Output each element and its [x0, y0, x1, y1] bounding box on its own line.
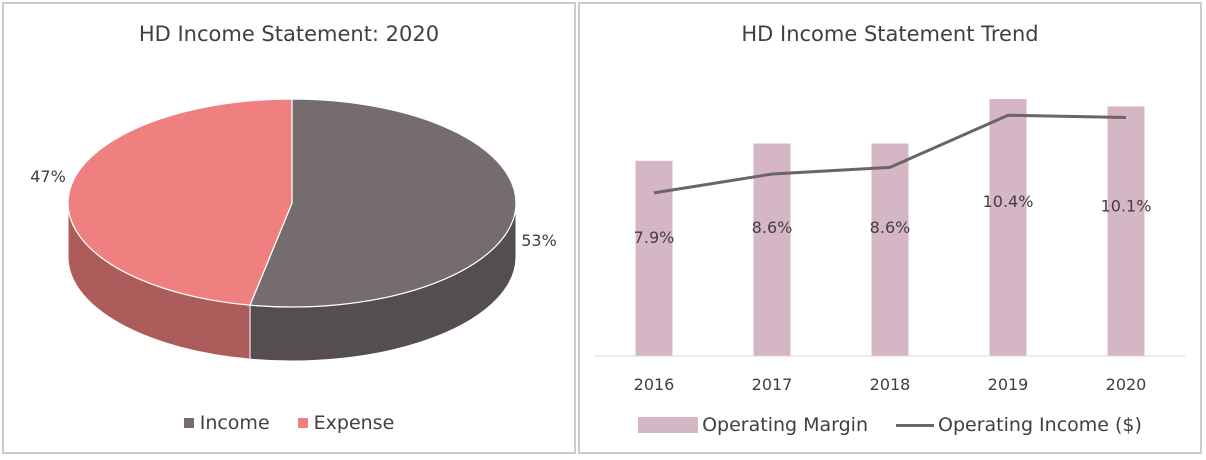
trend-chart-title: HD Income Statement Trend	[741, 22, 1039, 46]
legend-item-operating-income: Operating Income ($)	[896, 414, 1142, 436]
line-operating-income	[653, 113, 1127, 195]
legend-item-expense: Expense	[297, 412, 395, 434]
legend-label-operating-income: Operating Income ($)	[938, 414, 1142, 436]
pie-legend: Income Expense	[4, 412, 574, 434]
pie-data-label-income: 53%	[521, 231, 557, 250]
x-tick-label-2017: 2017	[752, 375, 793, 394]
pie-slice-income	[249, 98, 517, 308]
legend-label-operating-margin: Operating Margin	[702, 414, 869, 436]
legend-swatch-operating-margin	[638, 417, 699, 433]
bar-operating-margin-2020	[1107, 106, 1145, 357]
trend-chart-panel: HD Income Statement Trend 7.9% 2016 8.6% 20…	[578, 2, 1202, 454]
bar-data-label-2016: 7.9%	[634, 228, 675, 247]
bar-operating-margin-2016	[635, 160, 673, 356]
bar-data-label-2018: 8.6%	[870, 218, 911, 237]
pie-chart-panel: HD Income Statement: 2020 53% 47% Income …	[2, 2, 576, 454]
bar-data-label-2019: 10.4%	[983, 192, 1034, 211]
x-tick-label-2016: 2016	[634, 375, 675, 394]
bar-data-label-2017: 8.6%	[752, 218, 793, 237]
pie-data-label-expense: 47%	[30, 167, 66, 186]
pie-slice-expense	[67, 98, 293, 306]
trend-chart: 7.9% 2016 8.6% 2017 8.6% 2018 10.4% 2019 10.1% 20…	[595, 99, 1185, 394]
legend-label-expense: Expense	[313, 412, 395, 434]
x-tick-label-2019: 2019	[988, 375, 1029, 394]
bar-operating-margin-2019	[989, 99, 1027, 356]
pie-chart: 53% 47%	[30, 98, 557, 362]
trend-legend: Operating Margin Operating Income ($)	[580, 414, 1200, 436]
legend-item-operating-margin: Operating Margin	[638, 414, 868, 436]
bar-operating-margin-2017	[753, 143, 791, 356]
legend-item-income: Income	[183, 412, 270, 434]
legend-swatch-income	[183, 418, 194, 428]
pie-chart-title: HD Income Statement: 2020	[138, 22, 440, 46]
bar-operating-margin-2018	[871, 143, 909, 356]
x-tick-label-2020: 2020	[1106, 375, 1147, 394]
legend-label-income: Income	[199, 412, 270, 434]
legend-swatch-expense	[297, 418, 308, 428]
x-tick-label-2018: 2018	[870, 375, 911, 394]
bar-data-label-2020: 10.1%	[1101, 196, 1152, 215]
legend-swatch-operating-income	[896, 423, 935, 427]
